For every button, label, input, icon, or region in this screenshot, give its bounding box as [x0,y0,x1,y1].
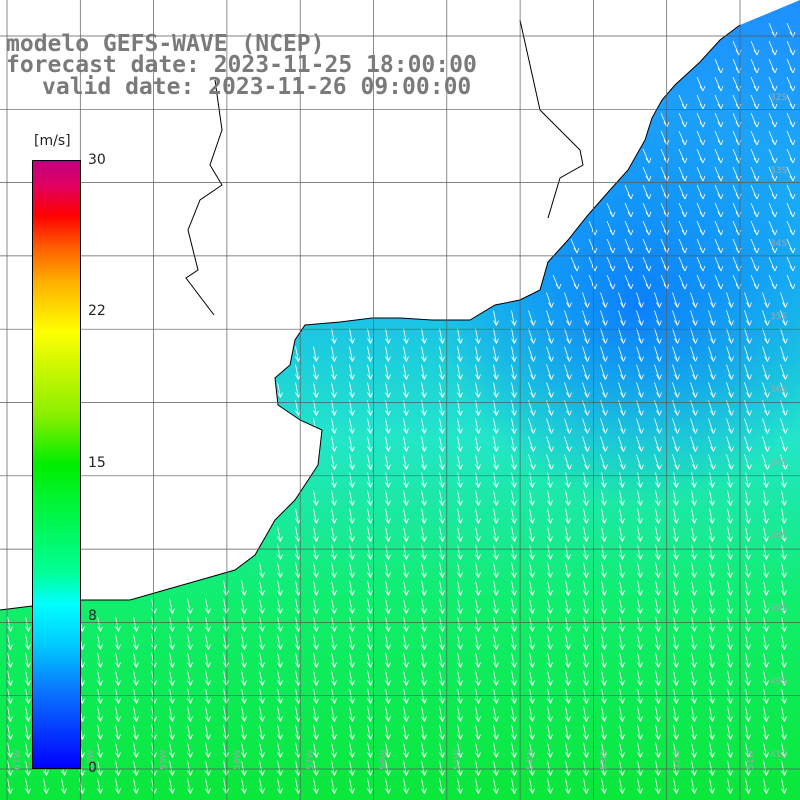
lon-label: 57W [306,750,316,770]
borders [185,19,584,316]
lat-label: 40S [770,677,787,687]
lon-label: 60W [86,750,96,770]
lat-label: 36S [770,385,787,395]
colorbar-tick-22: 22 [88,303,106,319]
lat-label: 37S [770,458,787,468]
lat-label: 35S [770,312,787,322]
lon-label: 56W [380,750,390,770]
lat-label: 38S [770,531,787,541]
colorbar-tick-0: 0 [88,760,97,776]
model-title: modelo GEFS-WAVE (NCEP) [6,31,325,57]
lat-label: 39S [770,604,787,614]
lon-label: 61W [13,750,23,770]
lat-label: 34S [770,239,787,249]
lon-label: 54W [526,750,536,770]
lon-label: 52W [673,750,683,770]
lat-label: 41S [770,750,787,760]
colorbar-tick-30: 30 [88,152,106,168]
valid-date: valid date: 2023-11-26 09:00:00 [42,74,472,100]
colorbar-unit: [m/s] [34,133,71,149]
lon-label: 58W [233,750,243,770]
wind-arrows [7,22,796,794]
lat-label: 32S [770,93,787,103]
lat-label: 33S [770,166,787,176]
lon-label: 59W [160,750,170,770]
lon-label: 53W [599,750,609,770]
colorbar-tick-15: 15 [88,455,106,471]
forecast-date: forecast date: 2023-11-25 18:00:00 [6,52,477,78]
lon-label: 51W [746,750,756,770]
colorbar-tick-8: 8 [88,608,97,624]
coastline [0,24,741,611]
colorbar [32,160,81,769]
lon-label: 55W [453,750,463,770]
